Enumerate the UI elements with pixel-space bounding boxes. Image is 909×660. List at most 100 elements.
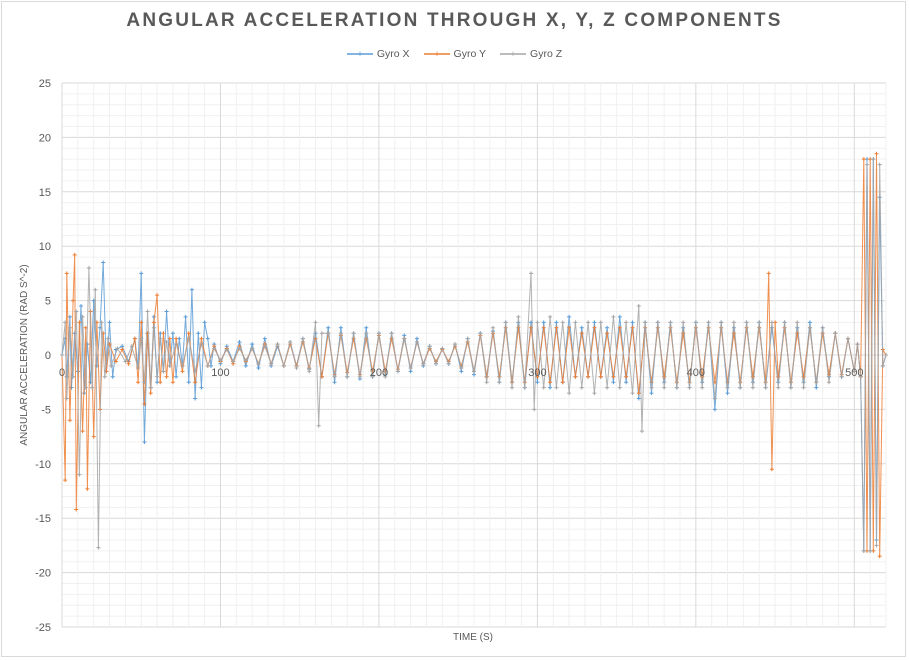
data-point-gyro-x <box>712 407 717 412</box>
data-point-gyro-z <box>719 320 724 325</box>
data-point-gyro-y <box>611 374 616 379</box>
y-tick-labels: 25 20 15 10 5 0 -5 -10 -15 -20 -25 <box>35 78 51 634</box>
data-point-gyro-z <box>212 346 217 351</box>
data-point-gyro-z <box>142 380 147 385</box>
data-point-gyro-y <box>113 359 118 364</box>
y-tick-label: -25 <box>35 622 51 634</box>
data-point-gyro-y <box>624 374 629 379</box>
data-point-gyro-y <box>351 336 356 341</box>
data-point-gyro-z <box>123 359 128 364</box>
data-point-gyro-z <box>871 157 876 162</box>
data-point-gyro-z <box>655 320 660 325</box>
data-point-gyro-z <box>497 380 502 385</box>
data-point-gyro-z <box>161 369 166 374</box>
data-point-gyro-z <box>364 331 369 336</box>
data-point-gyro-z <box>109 363 114 368</box>
x-tick-label: 500 <box>845 367 863 379</box>
data-point-gyro-y <box>874 151 879 156</box>
data-point-gyro-x <box>110 374 115 379</box>
data-point-gyro-x <box>807 320 812 325</box>
data-point-gyro-y <box>63 478 68 483</box>
data-point-gyro-z <box>617 385 622 390</box>
data-point-gyro-z <box>801 385 806 390</box>
data-point-gyro-z <box>579 385 584 390</box>
data-point-gyro-x <box>243 363 248 368</box>
y-tick-label: -15 <box>35 513 51 525</box>
data-point-gyro-z <box>139 336 144 341</box>
data-point-gyro-z <box>313 320 318 325</box>
data-point-gyro-x <box>79 304 84 309</box>
data-point-gyro-y <box>120 347 125 352</box>
data-point-gyro-x <box>139 271 144 276</box>
data-point-gyro-z <box>662 385 667 390</box>
data-point-gyro-y <box>605 331 610 336</box>
data-point-gyro-z <box>60 353 64 357</box>
data-point-gyro-z <box>858 374 863 379</box>
data-point-gyro-y <box>598 374 603 379</box>
data-point-gyro-y <box>161 331 166 336</box>
data-point-gyro-z <box>433 361 438 366</box>
data-point-gyro-z <box>814 380 819 385</box>
data-point-gyro-x <box>174 374 179 379</box>
data-point-gyro-z <box>83 385 88 390</box>
data-point-gyro-z <box>605 385 610 390</box>
data-point-gyro-z <box>389 331 394 336</box>
data-point-gyro-z <box>807 325 812 330</box>
data-point-gyro-z <box>115 346 120 351</box>
x-tick-label: 0 <box>59 367 65 379</box>
data-point-gyro-z <box>376 331 381 336</box>
data-point-gyro-z <box>535 320 540 325</box>
data-point-gyro-y <box>541 325 546 330</box>
data-point-gyro-z <box>852 369 857 374</box>
data-point-gyro-x <box>605 325 610 330</box>
data-point-gyro-y <box>554 325 559 330</box>
data-point-gyro-z <box>370 374 375 379</box>
data-point-gyro-z <box>861 548 866 553</box>
data-point-gyro-x <box>189 287 194 292</box>
data-point-gyro-y <box>877 554 882 559</box>
data-point-gyro-z <box>554 385 559 390</box>
data-point-gyro-z <box>649 385 654 390</box>
data-point-gyro-x <box>69 385 74 390</box>
data-point-gyro-z <box>478 331 483 336</box>
data-point-gyro-x <box>535 380 540 385</box>
data-point-gyro-z <box>541 385 546 390</box>
data-point-gyro-y <box>193 380 198 385</box>
data-point-gyro-z <box>74 309 79 314</box>
data-point-gyro-z <box>532 407 537 412</box>
data-point-gyro-z <box>275 342 280 347</box>
data-point-gyro-y <box>136 380 141 385</box>
data-point-gyro-x <box>202 320 207 325</box>
data-point-gyro-z <box>205 363 210 368</box>
series-line-gyro-z <box>61 159 887 551</box>
data-point-gyro-x <box>237 339 242 344</box>
data-point-gyro-y <box>142 401 147 406</box>
legend-label-gyro-x: Gyro X <box>376 48 410 60</box>
data-point-gyro-x <box>541 320 546 325</box>
data-point-gyro-x <box>630 320 635 325</box>
svg-text:+: + <box>434 49 439 59</box>
data-point-gyro-z <box>839 374 844 379</box>
data-point-gyro-y <box>535 374 540 379</box>
data-point-gyro-z <box>763 385 768 390</box>
data-point-gyro-z <box>877 162 882 167</box>
data-point-gyro-y <box>67 418 72 423</box>
data-point-gyro-z <box>158 336 163 341</box>
data-point-gyro-y <box>85 486 90 491</box>
data-point-gyro-y <box>636 391 641 396</box>
data-point-gyro-z <box>503 320 508 325</box>
data-point-gyro-x <box>186 380 191 385</box>
data-point-gyro-x <box>554 320 559 325</box>
data-point-gyro-z <box>738 385 743 390</box>
data-point-gyro-z <box>636 304 641 309</box>
data-point-gyro-z <box>180 363 185 368</box>
y-tick-label: -20 <box>35 568 51 580</box>
legend-entry-gyro-y: + Gyro Y <box>423 48 486 60</box>
data-point-gyro-z <box>522 385 527 390</box>
data-point-gyro-y <box>126 361 131 366</box>
data-point-gyro-z <box>874 543 879 548</box>
data-point-gyro-y <box>861 157 866 162</box>
chart-title: ANGULAR ACCELERATION THROUGH X, Y, Z COM… <box>126 10 783 31</box>
